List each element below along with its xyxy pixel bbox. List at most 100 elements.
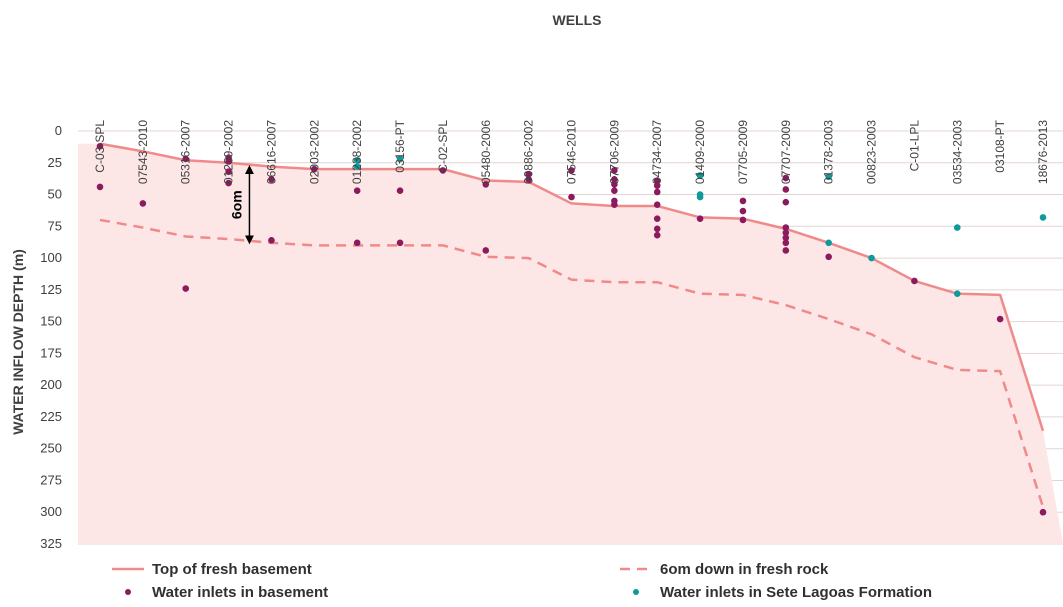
data-point [911, 277, 918, 285]
x-tick-label: 01238-2002 [350, 120, 364, 184]
y-tick-label: 325 [40, 536, 62, 551]
data-point [396, 155, 404, 163]
data-point [353, 163, 361, 170]
annotation-group: 6om [228, 165, 254, 245]
data-point [611, 175, 618, 183]
data-point [611, 181, 618, 188]
x-tick-label: 03534-2003 [950, 120, 964, 184]
x-tick-label: C-03-SPL [93, 120, 107, 173]
data-point [268, 175, 275, 183]
y-tick-label: 225 [40, 409, 62, 424]
y-tick-label: 175 [40, 345, 62, 360]
y-tick-label: 0 [55, 123, 62, 138]
data-point [611, 201, 618, 209]
x-tick-label: 07706-2009 [607, 120, 621, 184]
x-axis-title: WELLS [553, 12, 602, 28]
data-point [696, 215, 704, 222]
x-tick-label: 18676-2013 [1036, 120, 1050, 184]
data-point [139, 200, 147, 207]
data-point [1039, 508, 1047, 516]
y-tick-label: 50 [48, 187, 62, 202]
data-point [996, 315, 1004, 323]
x-tick-label: 04734-2007 [650, 120, 664, 184]
data-point [782, 239, 790, 247]
data-point [311, 165, 318, 173]
data-point [268, 236, 275, 244]
legend-swatch [125, 589, 131, 595]
data-point [825, 253, 832, 261]
x-tick-label: 07707-2009 [779, 120, 793, 184]
data-point [696, 193, 704, 201]
data-point [1039, 214, 1047, 221]
data-point [482, 247, 490, 254]
data-point [225, 158, 232, 165]
y-tick-label: 300 [40, 504, 62, 519]
data-point [225, 168, 232, 175]
data-point [739, 216, 747, 224]
data-point [353, 187, 361, 195]
data-point [225, 179, 232, 187]
data-point [653, 188, 661, 196]
data-point [739, 207, 747, 215]
y-tick-label: 200 [40, 377, 62, 392]
x-tick-label: 01239-2002 [222, 120, 236, 184]
y-axis-title: WATER INFLOW DEPTH (m) [10, 249, 26, 435]
legend-entry: 6om down in fresh rock [660, 561, 829, 578]
y-tick-label: 125 [40, 282, 62, 297]
data-point [353, 239, 361, 247]
data-point [868, 254, 875, 262]
data-point [396, 187, 404, 195]
data-point [653, 231, 661, 239]
data-point [525, 170, 532, 178]
data-point [653, 177, 661, 184]
x-tick-label: C-02-SPL [436, 120, 450, 173]
data-point [653, 182, 661, 189]
data-point [953, 224, 961, 231]
data-point [782, 247, 790, 254]
series-lines [99, 142, 1045, 508]
data-point [782, 186, 790, 193]
series-line [99, 218, 1045, 508]
series-line [99, 142, 1045, 432]
data-point [653, 225, 661, 233]
data-point [782, 229, 790, 236]
x-tick-label: 00886-2002 [522, 120, 536, 184]
data-point [953, 290, 961, 297]
data-point [353, 156, 361, 164]
x-tick-label: 01378-2003 [822, 120, 836, 184]
x-tick-label: 02003-2002 [307, 120, 321, 184]
data-point [739, 197, 747, 205]
legend-entry: Water inlets in Sete Lagoas Formation [660, 584, 932, 601]
x-tick-label: 06616-2007 [264, 120, 278, 184]
data-point [182, 155, 190, 163]
y-tick-labels: 0 25 50 75 100 125 150 175 200 225 250 275 300 325 [40, 123, 62, 551]
legend-entry: Water inlets in basement [152, 584, 328, 601]
data-point [653, 215, 661, 222]
x-tick-label: 07543-2010 [136, 120, 150, 184]
data-point [482, 181, 490, 188]
y-tick-label: 250 [40, 441, 62, 456]
data-point [782, 198, 790, 206]
x-tick-label: 07546-2010 [565, 120, 579, 184]
x-tick-label: C-01-LPL [907, 120, 921, 172]
x-tick-label: 03156-PT [393, 119, 407, 172]
data-point [96, 183, 104, 191]
data-point [782, 174, 790, 182]
data-point [96, 142, 104, 150]
data-point [825, 173, 832, 181]
data-point [782, 224, 790, 231]
data-point [611, 187, 618, 195]
data-point [782, 234, 790, 242]
data-point [611, 167, 618, 174]
annotation-label: 6om [228, 190, 244, 219]
y-tick-label: 150 [40, 314, 62, 329]
legend-entry: Top of fresh basement [152, 561, 312, 578]
y-tick-label: 25 [48, 155, 62, 170]
data-point [568, 193, 575, 201]
y-tick-label: 100 [40, 250, 62, 265]
data-point [396, 239, 404, 247]
x-tick-label: 05480-2006 [479, 120, 493, 184]
data-point [653, 201, 661, 209]
data-point [525, 175, 532, 183]
